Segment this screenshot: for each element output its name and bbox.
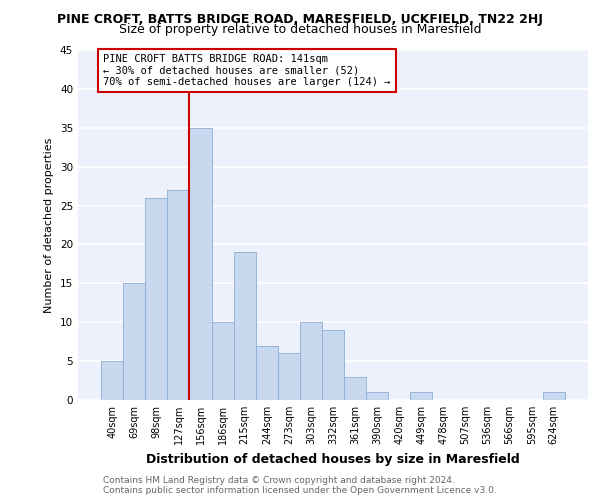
Bar [543, 392, 565, 400]
Bar [256, 346, 278, 400]
Bar [300, 322, 322, 400]
Text: Contains HM Land Registry data © Crown copyright and database right 2024.
Contai: Contains HM Land Registry data © Crown c… [103, 476, 497, 495]
Bar [366, 392, 388, 400]
Bar [278, 354, 300, 400]
Bar [322, 330, 344, 400]
Bar [344, 376, 366, 400]
Text: PINE CROFT BATTS BRIDGE ROAD: 141sqm
← 30% of detached houses are smaller (52)
7: PINE CROFT BATTS BRIDGE ROAD: 141sqm ← 3… [103, 54, 391, 87]
Bar [123, 284, 145, 400]
X-axis label: Distribution of detached houses by size in Maresfield: Distribution of detached houses by size … [146, 452, 520, 466]
Bar [101, 361, 123, 400]
Bar [410, 392, 433, 400]
Bar [167, 190, 190, 400]
Bar [233, 252, 256, 400]
Text: Size of property relative to detached houses in Maresfield: Size of property relative to detached ho… [119, 24, 481, 36]
Y-axis label: Number of detached properties: Number of detached properties [44, 138, 55, 312]
Text: PINE CROFT, BATTS BRIDGE ROAD, MARESFIELD, UCKFIELD, TN22 2HJ: PINE CROFT, BATTS BRIDGE ROAD, MARESFIEL… [57, 12, 543, 26]
Bar [190, 128, 212, 400]
Bar [212, 322, 233, 400]
Bar [145, 198, 167, 400]
